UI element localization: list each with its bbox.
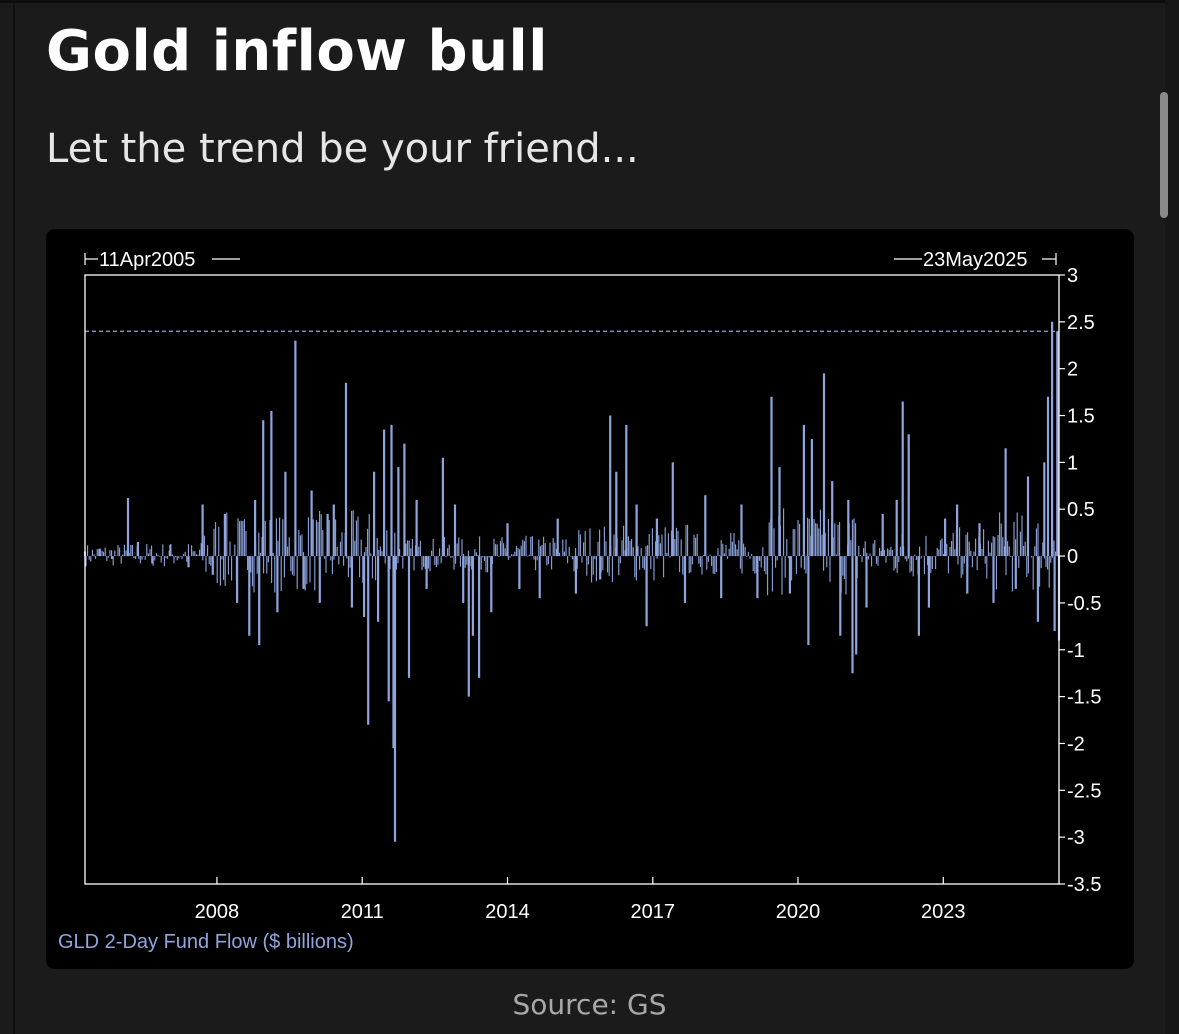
y-tick-label: 0 — [1067, 546, 1078, 568]
y-tick-label: -3 — [1067, 827, 1085, 849]
y-tick-label: 3 — [1067, 265, 1078, 287]
scrollbar-thumb[interactable] — [1160, 92, 1168, 218]
left-divider — [13, 0, 15, 1034]
chart-card: 3 2.5 2 1.5 1 0.5 0 -0.5 -1 -1.5 -2 -2.5 -3 -3.5 2008… — [46, 229, 1134, 969]
x-axis: 2008 2011 2014 2017 2020 2023 — [195, 877, 966, 923]
y-tick-label: 1.5 — [1067, 406, 1095, 428]
x-tick-label: 2011 — [341, 901, 384, 923]
y-tick-label: -0.5 — [1067, 593, 1101, 615]
y-tick-label: 1 — [1067, 452, 1078, 474]
y-tick-label: 2 — [1067, 359, 1078, 381]
y-tick-label: -2 — [1067, 733, 1085, 755]
x-tick-label: 2020 — [776, 901, 821, 923]
page-title: Gold inflow bull — [46, 19, 548, 84]
legend-series-label: GLD 2-Day Fund Flow ($ billions) — [58, 931, 354, 953]
y-tick-label: 2.5 — [1067, 312, 1095, 334]
x-tick-label: 2008 — [195, 901, 240, 923]
end-date-marker: 23May2025 — [894, 249, 1057, 271]
scrollbar-track[interactable] — [1165, 0, 1179, 1034]
x-tick-label: 2017 — [631, 901, 676, 923]
page-subtitle: Let the trend be your friend... — [46, 126, 639, 172]
start-date-label: 11Apr2005 — [99, 249, 195, 271]
start-date-marker: 11Apr2005 — [84, 249, 240, 271]
plot-frame — [84, 274, 1060, 885]
y-tick-label: -3.5 — [1067, 874, 1101, 896]
x-tick-label: 2023 — [921, 901, 966, 923]
source-caption: Source: GS — [512, 988, 667, 1021]
y-tick-label: -2.5 — [1067, 780, 1101, 802]
top-divider — [0, 0, 1179, 3]
y-tick-label: -1 — [1067, 640, 1085, 662]
y-tick-label: 0.5 — [1067, 499, 1095, 521]
end-date-label: 23May2025 — [923, 249, 1028, 271]
fund-flow-chart: 3 2.5 2 1.5 1 0.5 0 -0.5 -1 -1.5 -2 -2.5 -3 -3.5 2008… — [58, 249, 1101, 953]
y-tick-label: -1.5 — [1067, 687, 1101, 709]
x-tick-label: 2014 — [485, 901, 530, 923]
y-axis: 3 2.5 2 1.5 1 0.5 0 -0.5 -1 -1.5 -2 -2.5 -3 -3.5 — [1059, 265, 1101, 896]
flow-bars — [83, 321, 1061, 842]
